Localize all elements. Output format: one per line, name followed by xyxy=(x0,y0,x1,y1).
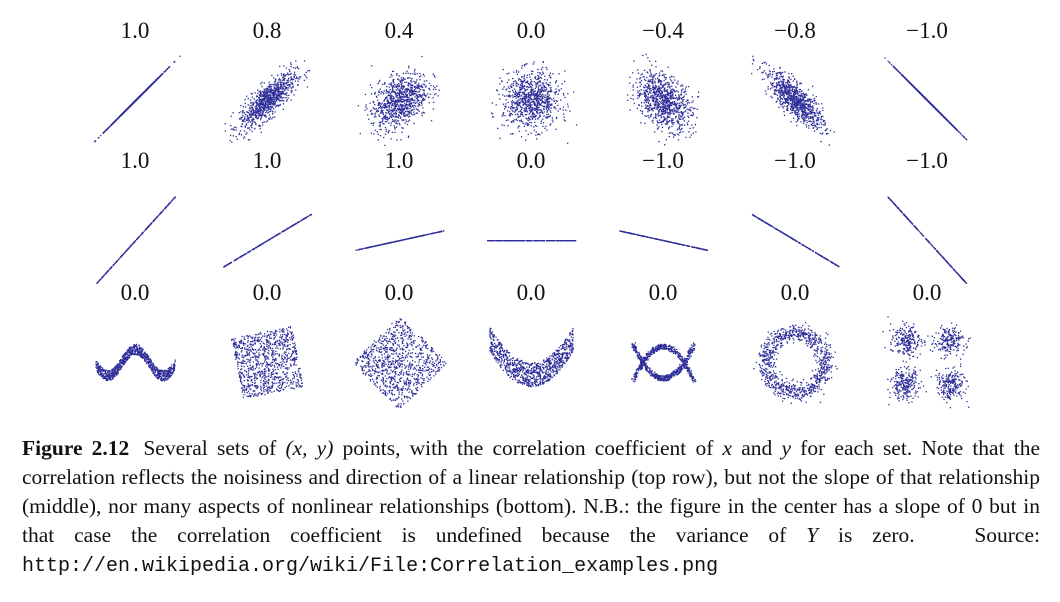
caption-text: for each set. Note that the correlation … xyxy=(22,436,1040,547)
coefficient-label: 1.0 xyxy=(121,18,150,43)
coefficient-label: −1.0 xyxy=(906,148,948,173)
scatter-panel xyxy=(751,55,835,146)
scatter-panel xyxy=(619,230,709,251)
caption: Figure 2.12 Several sets of (x, y) points… xyxy=(22,434,1040,581)
caption-text: and xyxy=(732,436,782,460)
scatter-panel xyxy=(223,213,312,268)
coefficient-label: −0.4 xyxy=(642,18,684,43)
caption-text: is zero. xyxy=(818,523,915,547)
coefficient-label: 0.0 xyxy=(781,280,810,305)
caption-math: y xyxy=(781,436,791,460)
caption-text: Several sets of xyxy=(143,436,286,460)
coefficient-label: 0.0 xyxy=(649,280,678,305)
caption-text: points, with the correlation coefficient… xyxy=(333,436,723,460)
coefficient-label: 0.4 xyxy=(385,18,414,43)
scatter-panel xyxy=(95,343,176,382)
coefficient-label: −1.0 xyxy=(906,18,948,43)
scatter-panel xyxy=(487,240,577,242)
caption-url: http://en.wikipedia.org/wiki/File:Correl… xyxy=(22,555,719,578)
scatter-panel xyxy=(490,61,578,144)
coefficient-label: 0.0 xyxy=(517,280,546,305)
scatter-panel xyxy=(751,214,840,268)
scatter-panel xyxy=(94,55,181,143)
coefficient-label: 0.8 xyxy=(253,18,282,43)
coefficient-label: 1.0 xyxy=(253,148,282,173)
caption-text: Source: xyxy=(974,523,1040,547)
scatter-panel xyxy=(489,327,574,388)
scatter-panel xyxy=(355,318,447,408)
figure: 1.0 0.8 0.4 0.0 −0.4 −0.8 −1.0 1.0 1.0 1.0 0.0 −1.0… xyxy=(94,18,971,409)
caption-math: (x, y) xyxy=(285,436,334,460)
caption-math: x xyxy=(722,436,733,460)
coefficient-label: 0.0 xyxy=(385,280,414,305)
scatter-panel xyxy=(887,196,968,284)
scatter-panel xyxy=(224,60,311,143)
scatter-panel xyxy=(884,57,968,141)
scatter-panel xyxy=(753,322,838,404)
scatter-panel xyxy=(355,230,445,251)
coefficient-label: 0.0 xyxy=(121,280,150,305)
caption-label: Figure 2.12 xyxy=(22,436,130,460)
coefficient-label: 0.0 xyxy=(517,18,546,43)
scatter-panel xyxy=(631,342,697,383)
coefficient-label: −1.0 xyxy=(642,148,684,173)
coefficient-label: −1.0 xyxy=(774,148,816,173)
coefficient-label: 1.0 xyxy=(121,148,150,173)
scatter-panel xyxy=(231,326,303,398)
caption-math: Y xyxy=(806,523,819,547)
coefficient-label: 1.0 xyxy=(385,148,414,173)
coefficient-label: 0.0 xyxy=(913,280,942,305)
scatter-panel xyxy=(96,196,176,284)
coefficient-label: 0.0 xyxy=(253,280,282,305)
scatter-panel xyxy=(357,55,440,147)
scatter-panel xyxy=(627,53,700,146)
coefficient-label: −0.8 xyxy=(774,18,816,43)
scatter-panel xyxy=(882,316,971,409)
coefficient-label: 0.0 xyxy=(517,148,546,173)
